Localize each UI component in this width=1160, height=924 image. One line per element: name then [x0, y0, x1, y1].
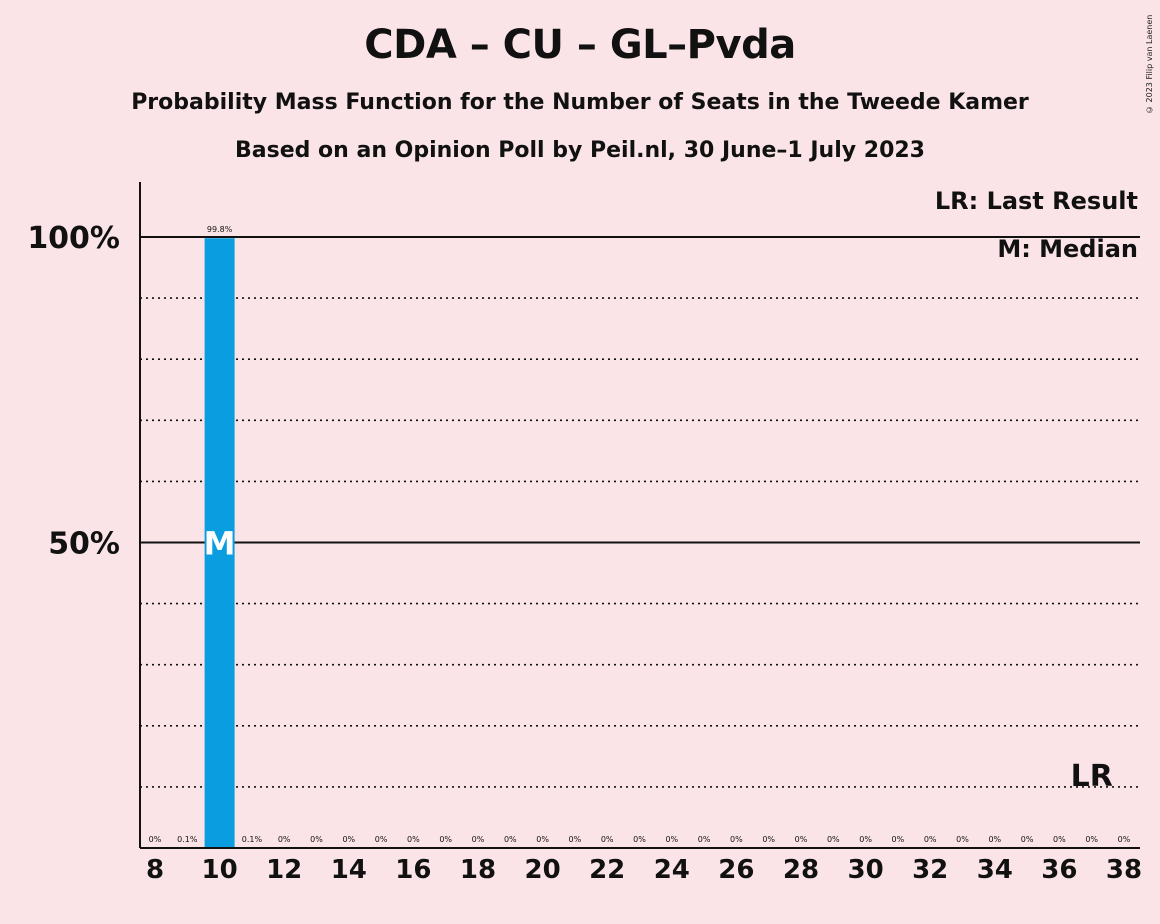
bar-data-label: 0% — [795, 835, 808, 844]
x-tick-label: 26 — [718, 855, 754, 885]
bar-data-label: 0% — [504, 835, 517, 844]
bar-data-label: 0% — [342, 835, 355, 844]
bar-data-label: 0% — [278, 835, 291, 844]
bar-data-label: 0% — [665, 835, 678, 844]
x-tick-label: 34 — [977, 855, 1013, 885]
x-tick-label: 30 — [848, 855, 884, 885]
bar-data-label: 0% — [407, 835, 420, 844]
x-tick-label: 10 — [202, 855, 238, 885]
bar-data-label: 0% — [988, 835, 1001, 844]
legend-last-result: LR: Last Result — [935, 187, 1138, 215]
x-tick-label: 36 — [1041, 855, 1077, 885]
bar-data-label: 0% — [536, 835, 549, 844]
x-tick-label: 18 — [460, 855, 496, 885]
bar-data-label: 0% — [633, 835, 646, 844]
x-tick-label: 8 — [146, 855, 164, 885]
x-tick-label: 28 — [783, 855, 819, 885]
last-result-marker: LR — [1071, 759, 1113, 794]
x-tick-label: 22 — [589, 855, 625, 885]
chart-subtitle: Probability Mass Function for the Number… — [131, 90, 1029, 115]
bar-data-label: 0% — [472, 835, 485, 844]
x-tick-label: 32 — [912, 855, 948, 885]
x-tick-label: 16 — [395, 855, 431, 885]
x-tick-label: 38 — [1106, 855, 1142, 885]
bar-data-label: 0% — [730, 835, 743, 844]
bar-data-label: 0% — [569, 835, 582, 844]
y-tick-label: 100% — [27, 221, 120, 256]
median-marker: M — [204, 525, 236, 563]
bar-data-label: 0% — [1021, 835, 1034, 844]
chart-title: CDA – CU – GL–Pvda — [364, 22, 796, 68]
bar-data-label: 0% — [375, 835, 388, 844]
y-tick-label: 50% — [48, 527, 120, 562]
bar-data-label: 0% — [1118, 835, 1131, 844]
chart-source: Based on an Opinion Poll by Peil.nl, 30 … — [235, 138, 925, 163]
axes — [139, 182, 1140, 849]
gridlines — [140, 236, 1140, 788]
x-tick-label: 24 — [654, 855, 690, 885]
bar-data-label: 0% — [1085, 835, 1098, 844]
bar-data-label: 0% — [859, 835, 872, 844]
bar-data-label: 0.1% — [242, 835, 263, 844]
bar-data-label: 0% — [1053, 835, 1066, 844]
bar-data-label: 0% — [601, 835, 614, 844]
bar-data-label: 0.1% — [177, 835, 198, 844]
bar-data-label: 0% — [439, 835, 452, 844]
bar-data-label: 0% — [924, 835, 937, 844]
bars — [172, 238, 267, 849]
x-tick-label: 20 — [525, 855, 561, 885]
legend-median: M: Median — [997, 235, 1138, 263]
labels: 0% 0.1% 99.8% 0.1% 0% 0% 0% 0% 0% 0% 0% 0% 0% 0% 0% 0% 0… — [27, 221, 1142, 885]
bar-seat-10 — [204, 238, 235, 849]
bar-data-label: 0% — [827, 835, 840, 844]
bar-data-label: 0% — [956, 835, 969, 844]
bar-data-label: 0% — [149, 835, 162, 844]
bar-data-label: 0% — [310, 835, 323, 844]
bar-data-label: 99.8% — [207, 225, 233, 234]
bar-data-label: 0% — [698, 835, 711, 844]
x-tick-label: 12 — [266, 855, 302, 885]
bar-data-label: 0% — [762, 835, 775, 844]
bar-data-label: 0% — [892, 835, 905, 844]
x-tick-label: 14 — [331, 855, 367, 885]
